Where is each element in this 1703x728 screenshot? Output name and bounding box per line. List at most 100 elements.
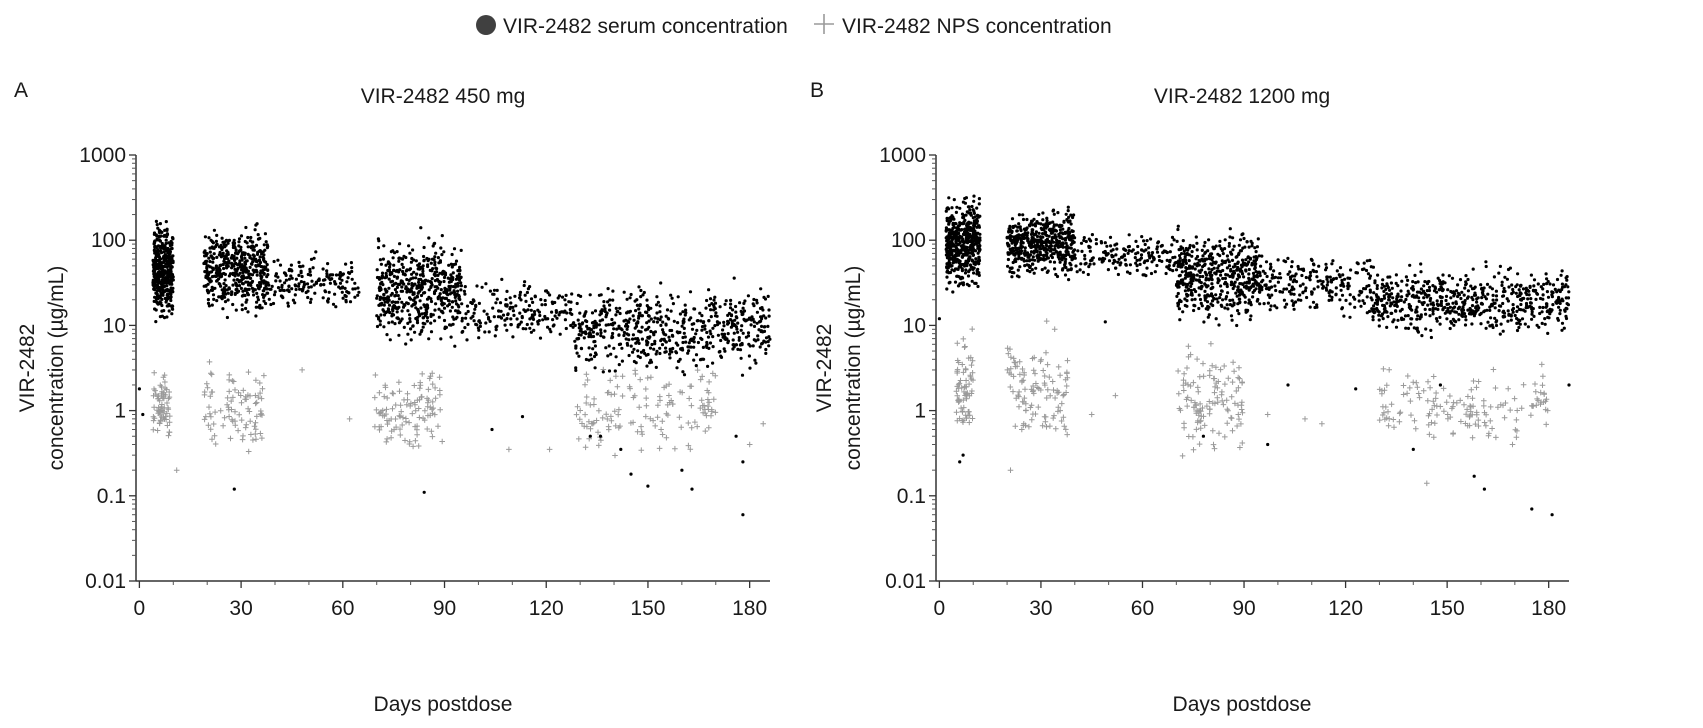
serum-point <box>607 287 610 290</box>
serum-point <box>1136 264 1139 267</box>
nps-point <box>1237 376 1243 382</box>
serum-point <box>583 336 586 339</box>
nps-point <box>1188 383 1194 389</box>
serum-point <box>965 196 968 199</box>
serum-point <box>437 280 440 283</box>
serum-point <box>234 292 237 295</box>
serum-point <box>422 326 425 329</box>
serum-point <box>466 323 469 326</box>
serum-point <box>382 293 385 296</box>
serum-point <box>1106 253 1109 256</box>
serum-point <box>279 279 282 282</box>
nps-point <box>1026 424 1032 430</box>
nps-point <box>1302 416 1308 422</box>
serum-point <box>386 269 389 272</box>
serum-point <box>232 241 235 244</box>
serum-point <box>1089 250 1092 253</box>
serum-point <box>619 448 622 451</box>
y-axis-title-b-line-1: VIR-2482 <box>813 324 836 413</box>
nps-point <box>638 424 644 430</box>
nps-point <box>1489 426 1495 432</box>
nps-point <box>384 439 390 445</box>
serum-point <box>423 259 426 262</box>
serum-point <box>615 355 618 358</box>
serum-point <box>646 485 649 488</box>
serum-point <box>705 344 708 347</box>
serum-point <box>326 300 329 303</box>
serum-point <box>1092 262 1095 265</box>
serum-point <box>714 302 717 305</box>
serum-point <box>695 329 698 332</box>
serum-point <box>344 263 347 266</box>
serum-point <box>258 304 261 307</box>
serum-point <box>156 259 159 262</box>
serum-point <box>342 297 345 300</box>
serum-point <box>1053 267 1056 270</box>
serum-point <box>437 296 440 299</box>
serum-point <box>314 250 317 253</box>
serum-point <box>222 267 225 270</box>
serum-point <box>414 300 417 303</box>
nps-point <box>961 336 967 342</box>
serum-point <box>646 343 649 346</box>
serum-point <box>528 327 531 330</box>
serum-point <box>423 305 426 308</box>
serum-point <box>971 280 974 283</box>
serum-point <box>455 260 458 263</box>
serum-point <box>155 308 158 311</box>
serum-point <box>237 244 240 247</box>
serum-point <box>697 341 700 344</box>
serum-point <box>1045 217 1048 220</box>
serum-point <box>262 258 265 261</box>
serum-point <box>1226 303 1229 306</box>
serum-point <box>207 298 210 301</box>
serum-point <box>711 362 714 365</box>
serum-point <box>263 265 266 268</box>
serum-point <box>971 259 974 262</box>
nps-point <box>963 378 969 384</box>
serum-point <box>383 297 386 300</box>
serum-point <box>947 246 950 249</box>
serum-point <box>1237 312 1240 315</box>
serum-point <box>354 287 357 290</box>
nps-point <box>1389 402 1395 408</box>
serum-point <box>1028 254 1031 257</box>
serum-point <box>161 288 164 291</box>
nps-point <box>1017 359 1023 365</box>
serum-point <box>1031 262 1034 265</box>
serum-point <box>294 293 297 296</box>
serum-point <box>759 320 762 323</box>
serum-point <box>252 253 255 256</box>
serum-point <box>734 311 737 314</box>
serum-point <box>310 298 313 301</box>
nps-point <box>226 389 232 395</box>
serum-point <box>240 287 243 290</box>
serum-point <box>1237 253 1240 256</box>
serum-point <box>243 257 246 260</box>
nps-point <box>1239 399 1245 405</box>
serum-point <box>160 282 163 285</box>
nps-point <box>1407 385 1413 391</box>
serum-point <box>409 267 412 270</box>
serum-point <box>1042 254 1045 257</box>
serum-point <box>415 273 418 276</box>
serum-point <box>752 344 755 347</box>
serum-point <box>171 307 174 310</box>
serum-point <box>650 361 653 364</box>
serum-point <box>208 304 211 307</box>
serum-point <box>972 216 975 219</box>
serum-point <box>958 207 961 210</box>
serum-point <box>463 290 466 293</box>
serum-point <box>977 262 980 265</box>
nps-point <box>1414 380 1420 386</box>
serum-point <box>1206 308 1209 311</box>
serum-point <box>220 275 223 278</box>
serum-point <box>240 279 243 282</box>
serum-point <box>1142 250 1145 253</box>
nps-point <box>408 401 414 407</box>
serum-point <box>1223 306 1226 309</box>
serum-point <box>639 295 642 298</box>
serum-point <box>1109 236 1112 239</box>
serum-point <box>700 329 703 332</box>
panel-a: A VIR-2482 450 mg VIR-2482 concentration… <box>14 79 772 716</box>
